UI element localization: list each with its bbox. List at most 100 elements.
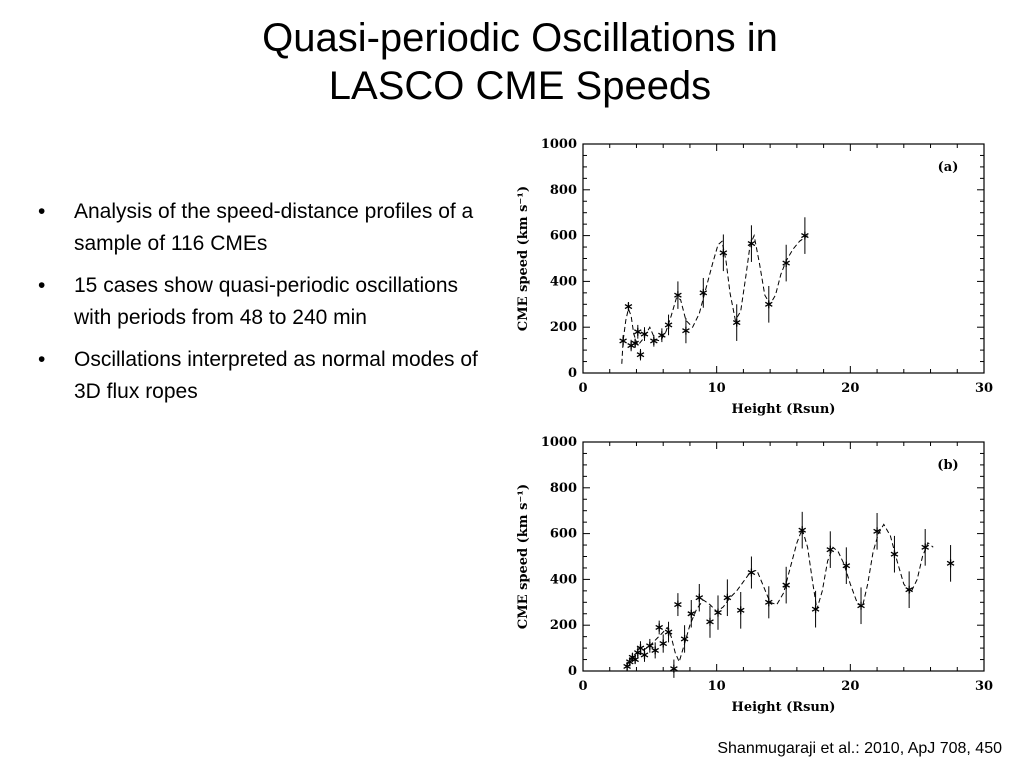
asterisk-stroke — [826, 547, 835, 553]
citation: Shanmugaraji et al.: 2010, ApJ 708, 450 — [717, 740, 1002, 757]
x-tick-label: 0 — [578, 679, 587, 694]
asterisk-stroke — [842, 563, 851, 569]
y-tick-label: 1000 — [541, 137, 577, 152]
data-point — [764, 598, 773, 607]
data-point — [723, 593, 732, 602]
asterisk-stroke — [687, 611, 696, 617]
asterisk-stroke — [659, 640, 668, 647]
data-point — [714, 608, 722, 617]
asterisk-stroke — [640, 331, 649, 337]
bullet-dot-icon: • — [38, 200, 46, 223]
x-tick-label: 0 — [578, 381, 587, 396]
y-tick-label: 400 — [550, 274, 577, 289]
plot-frame — [582, 143, 985, 374]
data-point — [651, 646, 659, 655]
data-point — [640, 330, 649, 339]
y-tick-label: 200 — [550, 618, 577, 633]
data-point — [747, 239, 756, 248]
x-axis-label: Height (Rsun) — [732, 402, 836, 417]
asterisk-stroke — [719, 250, 728, 256]
asterisk-stroke — [890, 551, 899, 557]
asterisk-stroke — [782, 582, 790, 588]
asterisk-stroke — [646, 643, 654, 649]
asterisk-stroke — [764, 301, 773, 307]
data-point — [664, 628, 673, 637]
fit-curve — [625, 523, 934, 667]
bullet-text: Oscillations interpreted as normal modes… — [74, 348, 478, 403]
bullet-text: 15 cases show quasi-periodic oscillation… — [74, 274, 459, 329]
data-point — [801, 231, 809, 240]
data-point — [682, 326, 690, 335]
asterisk-stroke — [664, 322, 673, 328]
y-tick-label: 800 — [550, 183, 577, 198]
fit-curve — [621, 233, 808, 364]
asterisk-stroke — [624, 304, 633, 310]
bullet-item: • Oscillations interpreted as normal mode… — [38, 344, 478, 408]
data-point — [674, 291, 682, 300]
asterisk-stroke — [674, 292, 682, 298]
asterisk-stroke — [619, 338, 627, 344]
asterisk-stroke — [699, 290, 708, 296]
asterisk-stroke — [674, 602, 682, 608]
asterisk-stroke — [723, 595, 732, 601]
asterisk-stroke — [682, 328, 690, 334]
y-tick-label: 200 — [550, 320, 577, 335]
x-tick-label: 30 — [975, 381, 993, 396]
y-tick-label: 600 — [550, 229, 577, 244]
data-point — [764, 300, 773, 309]
data-point — [664, 320, 673, 329]
data-point — [646, 641, 654, 650]
asterisk-stroke — [798, 527, 807, 533]
data-point — [890, 550, 899, 559]
asterisk-stroke — [747, 569, 756, 576]
data-point — [650, 336, 658, 345]
data-point — [631, 339, 639, 348]
data-point — [857, 601, 865, 610]
asterisk-stroke — [714, 610, 722, 616]
y-tick-label: 800 — [550, 481, 577, 496]
bullet-item: • Analysis of the speed-distance profiles… — [38, 196, 478, 260]
asterisk-stroke — [636, 645, 645, 651]
panel-label: (b) — [937, 458, 958, 473]
x-tick-label: 10 — [708, 679, 726, 694]
data-point — [687, 609, 696, 618]
asterisk-stroke — [905, 587, 913, 593]
data-point — [624, 302, 633, 311]
x-tick-label: 10 — [708, 381, 726, 396]
data-point — [695, 593, 704, 602]
asterisk-stroke — [873, 528, 881, 534]
asterisk-stroke — [921, 544, 929, 550]
asterisk-stroke — [801, 233, 809, 239]
data-point — [826, 545, 835, 554]
asterisk-stroke — [650, 338, 658, 344]
asterisk-stroke — [664, 629, 673, 635]
x-axis-label: Height (Rsun) — [732, 700, 836, 715]
data-point — [719, 248, 728, 257]
data-point — [636, 644, 645, 653]
y-axis-label: CME speed (km s⁻¹) — [516, 186, 531, 331]
data-point — [921, 543, 929, 552]
data-point — [706, 617, 714, 626]
asterisk-stroke — [636, 352, 645, 358]
panel-label: (a) — [938, 160, 959, 175]
data-point — [798, 526, 807, 535]
plot-frame — [582, 441, 985, 672]
asterisk-stroke — [655, 624, 663, 631]
bullet-dot-icon: • — [38, 274, 46, 297]
data-point — [636, 350, 645, 359]
data-point — [670, 664, 678, 673]
data-point — [946, 559, 955, 568]
slide-title-line-1: Quasi-periodic Oscillations in — [262, 16, 778, 60]
x-tick-label: 20 — [841, 381, 859, 396]
y-tick-label: 0 — [568, 664, 577, 679]
data-point — [699, 288, 708, 297]
speed-height-chart-a: 0 10 20 30 0 200 400 600 800 1000 Height (Rsun) CME… — [516, 137, 993, 417]
data-point — [655, 623, 663, 632]
data-point — [619, 336, 627, 345]
data-point — [873, 527, 881, 536]
asterisk-stroke — [631, 340, 639, 346]
asterisk-stroke — [811, 606, 820, 612]
data-point — [640, 650, 649, 659]
speed-height-chart-b: 0 10 20 30 0 200 400 600 800 1000 Height (Rsun) CME… — [516, 435, 993, 715]
y-tick-label: 1000 — [541, 435, 577, 450]
